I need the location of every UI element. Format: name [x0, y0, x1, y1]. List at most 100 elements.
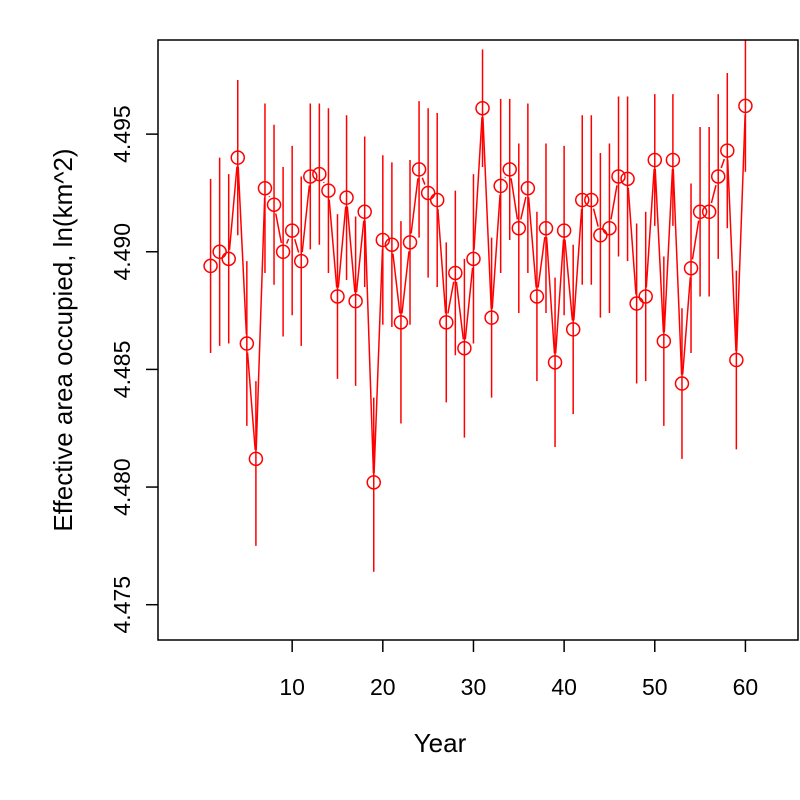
data-point — [275, 244, 291, 260]
y-tick-label: 4.495 — [109, 105, 135, 163]
line-segment — [228, 166, 238, 250]
data-point — [303, 169, 318, 184]
data-point — [674, 376, 690, 391]
line-segment — [373, 248, 384, 474]
data-point — [511, 220, 527, 236]
x-tick-label: 40 — [551, 674, 577, 700]
data-point — [402, 235, 418, 250]
data-point — [312, 166, 327, 182]
data-point — [692, 204, 708, 220]
line-segment — [510, 178, 519, 220]
data-point — [420, 185, 436, 201]
data-point — [257, 180, 273, 196]
y-tick-label: 4.475 — [109, 576, 135, 634]
line-segment — [691, 220, 700, 260]
data-point — [574, 192, 590, 208]
data-point — [212, 244, 227, 260]
line-segment — [527, 197, 537, 288]
line-segment — [301, 185, 311, 253]
line-segment — [473, 117, 483, 250]
data-point — [203, 258, 218, 274]
y-tick-label: 4.480 — [109, 458, 135, 516]
data-point — [638, 289, 653, 304]
data-point — [466, 251, 481, 267]
plot-frame — [157, 39, 799, 641]
line-segment — [735, 114, 746, 352]
x-axis: 10 20 30 40 50 60 — [279, 640, 758, 700]
data-point — [701, 204, 717, 220]
line-segment — [610, 185, 618, 220]
line-segment — [364, 220, 375, 474]
data-point — [665, 152, 681, 168]
line-segment — [274, 213, 283, 244]
data-point — [538, 220, 554, 236]
data-point — [284, 223, 300, 238]
data-point — [683, 260, 699, 276]
line-segment — [654, 168, 665, 333]
line-segment — [447, 281, 455, 314]
data-point — [620, 171, 635, 187]
data-point — [439, 315, 454, 330]
x-tick-label: 30 — [461, 674, 487, 700]
line-segment — [645, 168, 655, 288]
data-point — [384, 237, 400, 252]
data-point — [720, 143, 735, 158]
data-point — [484, 310, 499, 325]
line-segment — [401, 251, 410, 314]
line-segment — [710, 185, 717, 204]
data-point — [393, 315, 409, 330]
line-segment — [246, 352, 256, 450]
line-segment — [410, 178, 419, 234]
x-tick-label: 20 — [370, 674, 396, 700]
line-segment — [255, 197, 266, 450]
line-segment — [564, 239, 574, 321]
line-segment — [392, 253, 401, 314]
line-segment — [464, 267, 474, 340]
data-point — [411, 162, 427, 177]
line-segment — [681, 277, 692, 375]
data-point — [602, 220, 617, 236]
line-segment — [663, 168, 674, 333]
data-point — [729, 352, 744, 368]
data-point — [502, 162, 517, 177]
line-segment — [545, 237, 556, 354]
line-segment — [421, 177, 426, 185]
line-segment — [482, 117, 492, 309]
data-point — [710, 169, 726, 184]
data-point — [647, 152, 663, 168]
data-point — [321, 183, 336, 198]
x-tick-label: 50 — [642, 674, 668, 700]
line-segment — [337, 206, 347, 288]
data-point — [556, 223, 572, 238]
line-segment — [554, 239, 565, 354]
line-segment — [328, 199, 338, 288]
data-point — [293, 253, 309, 269]
data-point — [375, 232, 391, 248]
line-segment — [537, 237, 546, 288]
line-segment — [520, 196, 527, 220]
data-point — [547, 355, 563, 370]
y-tick-label: 4.485 — [109, 341, 135, 399]
line-segment — [346, 206, 356, 293]
line-segment — [672, 168, 683, 375]
data-point — [593, 228, 608, 243]
line-segment — [285, 238, 290, 244]
data-point — [738, 98, 753, 114]
line-segment — [573, 208, 583, 321]
data-point — [448, 265, 463, 281]
data-point — [520, 180, 536, 196]
line-segment — [726, 159, 737, 352]
line-segment — [592, 208, 599, 227]
y-axis-title: Effective area occupied, ln(km^2) — [48, 148, 78, 531]
data-point — [656, 333, 672, 349]
data-point — [475, 100, 490, 116]
line-segment — [437, 208, 447, 314]
data-point — [221, 251, 236, 267]
data-point — [266, 197, 282, 212]
data-point — [248, 451, 264, 467]
y-axis: 4.475 4.480 4.485 4.490 4.495 — [109, 105, 158, 633]
data-point — [366, 475, 382, 490]
y-tick-label: 4.490 — [109, 223, 135, 281]
